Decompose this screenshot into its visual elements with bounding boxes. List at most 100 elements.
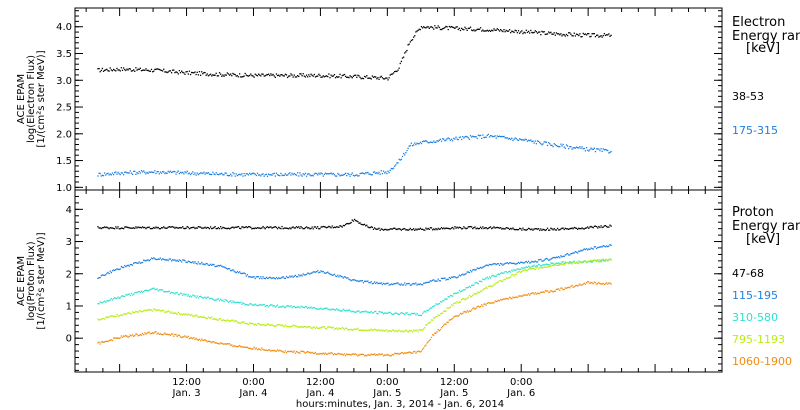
data-point bbox=[496, 282, 498, 284]
data-point bbox=[217, 173, 220, 176]
data-point bbox=[467, 27, 469, 30]
data-point bbox=[243, 75, 245, 77]
data-point bbox=[159, 310, 162, 312]
data-point bbox=[321, 270, 323, 273]
data-point bbox=[135, 291, 137, 293]
data-point bbox=[155, 172, 157, 175]
data-point bbox=[360, 329, 362, 332]
data-point bbox=[459, 301, 462, 303]
data-point bbox=[311, 327, 313, 329]
data-point bbox=[460, 313, 463, 315]
data-point bbox=[498, 280, 501, 282]
data-point bbox=[228, 343, 231, 345]
data-point bbox=[155, 309, 157, 311]
data-point bbox=[599, 246, 601, 248]
data-point bbox=[473, 307, 475, 309]
data-point bbox=[300, 305, 302, 307]
data-point bbox=[479, 305, 482, 308]
data-point bbox=[498, 264, 501, 266]
data-point bbox=[496, 300, 498, 302]
data-point bbox=[128, 293, 130, 295]
data-point bbox=[450, 304, 453, 306]
data-point bbox=[411, 331, 414, 333]
data-point bbox=[296, 74, 299, 77]
data-point bbox=[330, 227, 332, 229]
data-point bbox=[322, 75, 324, 77]
data-point bbox=[562, 263, 564, 265]
data-point bbox=[523, 31, 525, 34]
data-point bbox=[550, 258, 552, 260]
data-point bbox=[361, 77, 363, 79]
data-point bbox=[543, 259, 545, 261]
data-point bbox=[605, 245, 608, 247]
data-point bbox=[257, 304, 260, 307]
data-point bbox=[540, 142, 542, 145]
data-point bbox=[405, 151, 407, 154]
data-point bbox=[597, 34, 599, 36]
data-point bbox=[186, 295, 188, 297]
data-point bbox=[518, 295, 521, 297]
x-tick-date-label: Jan. 3 bbox=[171, 388, 200, 399]
data-point bbox=[561, 287, 563, 289]
data-point bbox=[299, 73, 301, 75]
data-point bbox=[590, 247, 592, 249]
data-point bbox=[521, 139, 523, 141]
data-point bbox=[321, 326, 323, 328]
data-point bbox=[186, 70, 188, 73]
data-point bbox=[180, 172, 183, 174]
data-point bbox=[131, 70, 134, 72]
data-point bbox=[495, 226, 497, 229]
data-point bbox=[491, 227, 493, 230]
data-point bbox=[215, 299, 217, 301]
data-point bbox=[571, 284, 573, 287]
data-point bbox=[155, 226, 157, 228]
data-point bbox=[128, 172, 130, 174]
data-point bbox=[147, 259, 149, 261]
data-point bbox=[500, 262, 502, 265]
data-point bbox=[542, 264, 544, 266]
data-point bbox=[610, 259, 612, 261]
data-point bbox=[340, 275, 342, 278]
data-point bbox=[556, 33, 559, 35]
data-point bbox=[551, 144, 553, 147]
data-point bbox=[533, 31, 535, 34]
data-point bbox=[215, 342, 217, 344]
data-point bbox=[572, 261, 574, 263]
data-point bbox=[186, 170, 188, 172]
data-point bbox=[410, 312, 413, 315]
data-point bbox=[433, 279, 435, 281]
data-point bbox=[250, 322, 252, 325]
data-point bbox=[518, 227, 521, 230]
data-point bbox=[341, 309, 343, 312]
data-point bbox=[119, 297, 121, 299]
data-point bbox=[106, 173, 108, 175]
data-point bbox=[396, 162, 398, 164]
data-point bbox=[365, 76, 367, 78]
data-point bbox=[165, 291, 167, 293]
data-point bbox=[149, 288, 152, 291]
data-point bbox=[134, 292, 136, 294]
data-point bbox=[492, 302, 494, 304]
data-point bbox=[408, 314, 410, 316]
data-point bbox=[137, 291, 139, 293]
data-point bbox=[587, 32, 589, 35]
data-point bbox=[421, 312, 424, 315]
data-point bbox=[283, 326, 285, 328]
data-point bbox=[195, 314, 197, 316]
data-point bbox=[147, 308, 149, 311]
data-point bbox=[426, 309, 428, 312]
x-tick-time-label: 12:00 bbox=[440, 377, 469, 388]
data-point bbox=[168, 226, 171, 228]
data-point bbox=[537, 140, 540, 143]
data-point bbox=[517, 30, 520, 32]
data-point bbox=[549, 32, 551, 34]
data-point bbox=[597, 246, 599, 249]
data-point bbox=[245, 346, 247, 349]
data-point bbox=[440, 227, 443, 229]
data-point bbox=[300, 73, 302, 75]
data-point bbox=[282, 75, 284, 77]
data-point bbox=[608, 33, 610, 35]
data-point bbox=[235, 301, 237, 304]
data-point bbox=[484, 303, 486, 305]
data-point bbox=[178, 172, 181, 175]
